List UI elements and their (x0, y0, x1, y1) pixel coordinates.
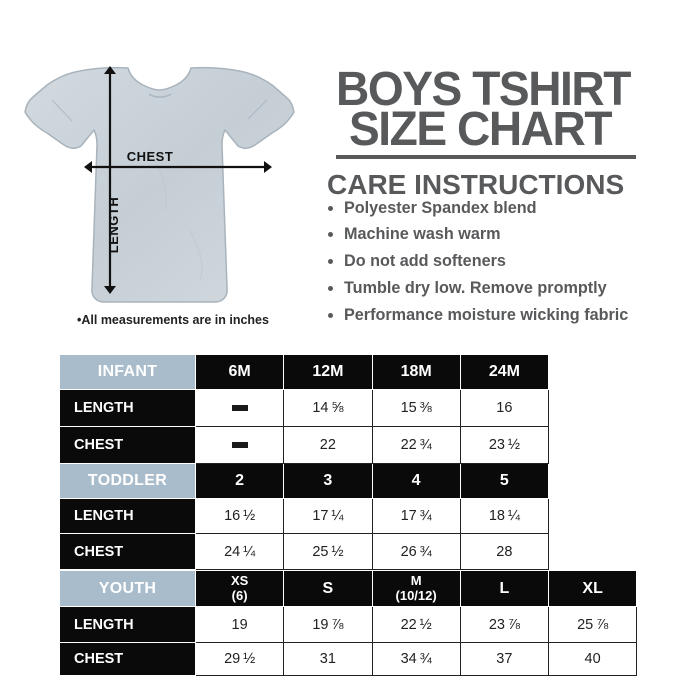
svg-text:•All measurements are in inche: •All measurements are in inches (77, 313, 269, 327)
svg-text:CHEST: CHEST (127, 149, 174, 164)
svg-text:LENGTH: LENGTH (106, 197, 121, 253)
